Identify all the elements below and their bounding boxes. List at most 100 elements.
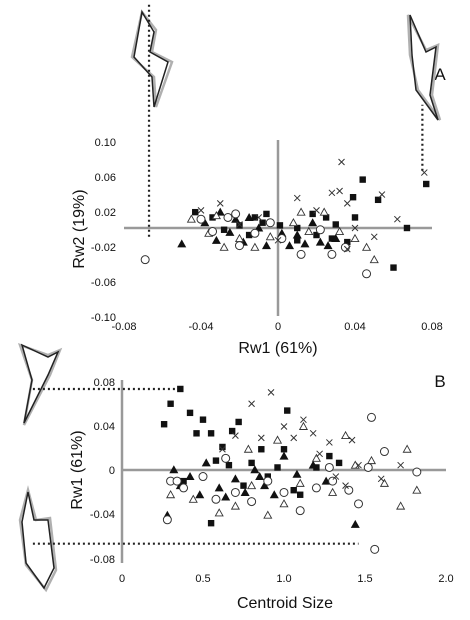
panel-b-point-filled-triangle <box>269 490 279 499</box>
panel-b-point-open-circle <box>230 487 240 497</box>
panel-b-point-open-triangle <box>328 487 338 496</box>
panel-a-point-open-circle <box>362 269 372 279</box>
panel-a-point-filled-square <box>259 219 266 226</box>
panel-b-x-axis-label: Centroid Size <box>237 595 333 612</box>
panel-b-point-open-circle <box>311 483 321 493</box>
panel-b-point-filled-triangle <box>255 472 265 481</box>
panel-b-point-open-circle <box>354 499 364 509</box>
panel-b-point-open-circle <box>198 472 208 482</box>
panel-b-point-cross <box>342 482 349 490</box>
panel-b-point-cross <box>309 429 317 437</box>
panel-a-point-open-circle <box>315 225 325 235</box>
panel-b-point-filled-square <box>297 491 304 498</box>
panel-b-point-open-triangle <box>340 430 351 440</box>
panel-a-point-filled-triangle <box>308 218 318 227</box>
panel-b-point-filled-square <box>258 446 265 453</box>
panel-a-point-cross <box>343 245 351 253</box>
panel-b-point-cross <box>232 432 239 439</box>
panel-b-point-filled-square <box>207 430 215 437</box>
panel-b-point-cross <box>332 473 340 480</box>
panel-a-point-filled-triangle <box>331 234 341 243</box>
panel-a-xtick: -0.04 <box>188 321 213 333</box>
panel-a-point-filled-triangle <box>177 239 187 248</box>
panel-b-point-open-circle <box>366 412 376 422</box>
panel-b-point-filled-square <box>180 477 187 485</box>
panel-a-point-open-triangle <box>369 254 379 264</box>
panel-b-point-cross <box>290 434 298 442</box>
panel-a-point-filled-triangle <box>285 241 295 250</box>
panel-a-point-filled-triangle <box>200 218 210 227</box>
panel-b-point-filled-square <box>160 421 168 428</box>
panel-b-xtick: 1.0 <box>276 573 291 585</box>
panel-b-ytick: -0.08 <box>90 554 115 566</box>
panel-b-point-filled-square <box>186 409 194 417</box>
panel-b-point-open-circle <box>263 476 273 486</box>
panel-a-xtick: 0.04 <box>344 321 365 333</box>
panel-a-x-axis-label: Rw1 (61%) <box>238 340 317 357</box>
panel-b-point-open-triangle <box>247 480 257 490</box>
panel-b-point-filled-square <box>225 461 233 469</box>
panel-a-point-open-circle <box>327 249 337 259</box>
panel-a-label: A <box>434 65 446 84</box>
panel-b-point-filled-triangle <box>279 451 289 460</box>
panel-b-point-filled-triangle <box>260 481 270 490</box>
panel-a-point-filled-triangle <box>231 214 241 223</box>
panel-b-point-open-circle <box>211 494 221 504</box>
panel-a-point-filled-triangle <box>211 235 221 244</box>
panel-b-xtick: 1.5 <box>357 573 372 585</box>
panel-a-point-open-triangle <box>211 210 221 220</box>
panel-b-point-filled-square <box>284 407 291 414</box>
panel-b-point-open-triangle <box>214 508 224 517</box>
panel-a-point-open-circle <box>231 209 241 219</box>
panel-b-point-open-triangle <box>379 478 390 487</box>
panel-b-point-cross <box>316 450 323 458</box>
panel-b-point-filled-triangle <box>350 519 360 528</box>
panel-a-point-filled-triangle <box>244 212 254 221</box>
panel-a-point-filled-square <box>220 226 228 233</box>
panel-a-point-filled-square <box>245 231 253 239</box>
panel-a-point-filled-square <box>374 196 382 204</box>
panel-b-point-open-circle <box>295 506 305 516</box>
panel-b-xtick: 2.0 <box>438 573 453 585</box>
panel-b-point-filled-square <box>228 427 236 435</box>
panel-b-point-filled-triangle <box>195 490 205 499</box>
panel-a-point-open-triangle <box>250 242 260 251</box>
panel-a-point-open-triangle <box>350 233 360 243</box>
panel-a-point-open-triangle <box>304 226 314 235</box>
panel-b-point-filled-triangle <box>185 472 195 481</box>
panel-b-point-filled-square <box>212 457 220 464</box>
panel-b-point-filled-triangle <box>221 492 231 501</box>
panel-a-point-open-circle <box>250 228 260 238</box>
panel-a: A Rw2 (19%) Rw1 (61%) 0.10 0.06 0.02 -0.… <box>71 3 446 357</box>
panel-a-ytick: -0.06 <box>91 277 116 289</box>
panel-b-ytick: 0.08 <box>94 377 115 389</box>
panel-b-point-cross <box>326 439 333 446</box>
panel-a-point-filled-triangle <box>292 230 302 239</box>
panel-a-point-filled-square <box>349 194 357 201</box>
panel-b-point-filled-square <box>207 519 215 527</box>
panel-b-point-filled-square <box>326 452 333 460</box>
panel-a-xtick: 0.08 <box>421 321 442 333</box>
panel-b-point-open-triangle <box>402 444 412 453</box>
panel-b-ytick: 0 <box>109 465 115 477</box>
panel-a-point-open-circle <box>223 212 233 222</box>
panel-a-point-filled-triangle <box>261 241 271 250</box>
panel-a-point-open-circle <box>140 255 150 265</box>
panel-b-point-open-triangle <box>230 501 240 510</box>
panel-a-point-filled-square <box>390 264 397 271</box>
panel-a-point-filled-square <box>322 214 330 221</box>
panel-a-point-filled-square <box>328 235 336 242</box>
panel-a-point-cross <box>336 187 343 195</box>
panel-b-point-filled-square <box>280 446 288 453</box>
panel-a-ytick: 0.02 <box>95 207 116 219</box>
panel-b-point-filled-triangle <box>201 458 211 467</box>
panel-b-point-open-circle <box>370 544 380 554</box>
panel-a-point-filled-triangle <box>225 227 235 236</box>
panel-a-point-open-triangle <box>335 226 345 235</box>
panel-b-point-filled-square <box>264 473 271 480</box>
panel-a-point-open-circle <box>235 241 244 251</box>
panel-b-point-open-triangle <box>166 490 176 499</box>
panel-b-point-filled-square <box>177 385 184 393</box>
panel-a-point-filled-triangle <box>300 239 310 248</box>
panel-a-point-cross <box>370 233 378 241</box>
